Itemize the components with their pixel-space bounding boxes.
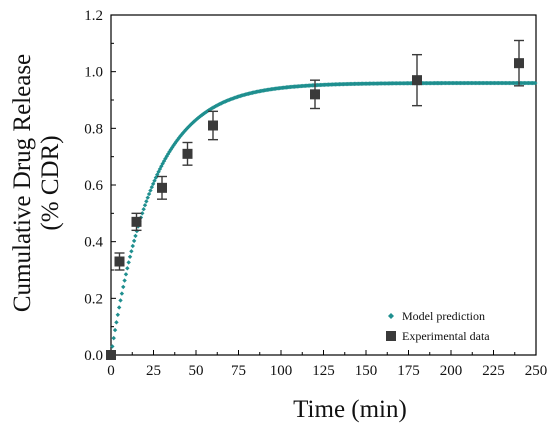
plot-frame <box>110 14 537 356</box>
x-tick-label: 125 <box>312 363 335 379</box>
model-point <box>184 126 190 131</box>
x-tick-label: 200 <box>440 363 463 379</box>
model-point <box>195 115 201 121</box>
y-tick-label: 0.2 <box>84 291 103 307</box>
model-point <box>119 291 125 296</box>
legend-model-label: Model prediction <box>402 309 485 323</box>
y-tick-label: 0.0 <box>84 348 103 364</box>
model-point <box>142 203 148 208</box>
model-point <box>118 298 123 303</box>
legend-item-experimental: Experimental data <box>386 329 490 343</box>
x-axis-ticks: 0 25 50 75 100 125 150 175 200 225 250 <box>107 350 547 379</box>
y-axis-ticks: 0.0 0.2 0.4 0.6 0.8 1.0 1.2 <box>84 8 116 364</box>
model-point <box>150 181 156 187</box>
model-prediction-series <box>108 80 538 358</box>
model-point <box>123 272 129 277</box>
model-point <box>129 249 134 254</box>
model-point <box>174 139 179 144</box>
experimental-point <box>514 58 524 69</box>
y-tick-label: 1.0 <box>84 65 103 81</box>
experimental-point <box>131 216 142 227</box>
experimental-point <box>114 256 125 267</box>
model-point <box>116 305 122 310</box>
model-point <box>110 344 115 349</box>
model-point <box>533 80 538 86</box>
model-point <box>127 254 133 259</box>
experimental-point <box>182 148 193 159</box>
model-point <box>144 199 149 204</box>
y-tick-label: 1.2 <box>84 8 103 24</box>
y-tick-label: 0.8 <box>84 121 103 137</box>
model-point <box>168 147 174 152</box>
model-point <box>112 327 118 333</box>
x-axis-title: Time (min) <box>293 396 407 423</box>
model-point <box>126 260 131 265</box>
model-point <box>202 110 208 116</box>
model-point <box>134 228 140 234</box>
y-tick-label: 0.4 <box>84 235 103 251</box>
x-tick-label: 50 <box>189 363 204 379</box>
y-axis-title-line-2: (% CDR) <box>37 135 64 230</box>
legend: Model prediction Experimental data <box>386 309 490 343</box>
x-tick-label: 225 <box>482 363 505 379</box>
model-point <box>140 211 145 216</box>
experimental-point <box>310 89 320 100</box>
legend-experimental-label: Experimental data <box>402 329 490 343</box>
model-point <box>130 243 135 249</box>
x-tick-label: 100 <box>270 363 293 379</box>
model-point <box>198 113 203 119</box>
y-axis-title: Cumulative Drug Release (% CDR) <box>9 54 64 312</box>
model-point <box>149 184 154 190</box>
legend-item-model: Model prediction <box>388 309 485 323</box>
model-point <box>141 206 146 212</box>
x-tick-label: 25 <box>146 363 161 379</box>
legend-model-marker <box>388 313 394 319</box>
x-tick-label: 0 <box>107 363 115 379</box>
model-point <box>125 266 130 271</box>
x-tick-label: 150 <box>355 363 378 379</box>
experimental-data-series <box>106 39 524 360</box>
experimental-point <box>106 350 116 360</box>
x-tick-label: 175 <box>397 363 420 379</box>
experimental-point <box>157 182 167 193</box>
model-point <box>131 238 137 244</box>
experimental-point <box>208 120 218 131</box>
experimental-point <box>412 75 422 86</box>
model-point <box>115 312 120 317</box>
model-point <box>145 195 150 200</box>
model-point <box>121 284 126 290</box>
model-point <box>152 178 157 183</box>
model-point <box>114 320 119 325</box>
model-point <box>194 117 199 122</box>
model-point <box>122 278 127 283</box>
model-point <box>148 188 153 193</box>
axes <box>110 14 537 356</box>
model-point <box>182 129 187 134</box>
y-tick-label: 0.6 <box>84 178 103 194</box>
x-tick-label: 75 <box>231 363 246 379</box>
model-point <box>111 335 116 341</box>
model-point <box>205 108 210 114</box>
y-axis-title-line-1: Cumulative Drug Release <box>9 54 36 312</box>
legend-experimental-marker <box>386 331 396 341</box>
model-point <box>199 112 205 118</box>
x-tick-label: 250 <box>525 363 548 379</box>
model-point <box>146 191 152 197</box>
model-point <box>133 233 138 239</box>
